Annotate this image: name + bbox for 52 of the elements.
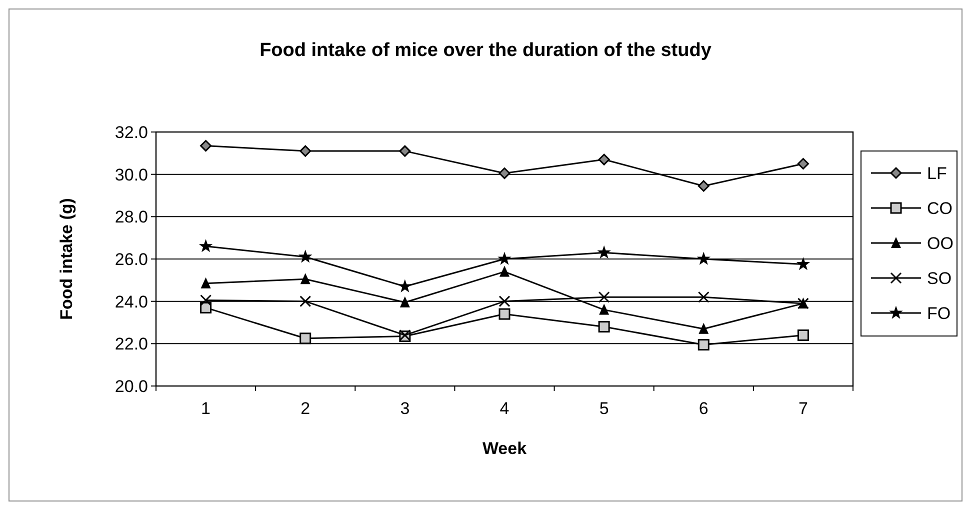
point <box>200 140 212 152</box>
y-tick-label: 26.0 <box>114 250 148 269</box>
y-tick-label: 32.0 <box>114 122 148 142</box>
chart-title: Food intake of mice over the duration of the study <box>260 40 712 61</box>
point <box>797 329 809 341</box>
x-axis-title: Week <box>482 439 528 458</box>
point <box>300 332 312 344</box>
legend-label: FO <box>927 304 951 323</box>
x-tick-label: 1 <box>201 399 211 418</box>
point <box>598 291 610 303</box>
point <box>598 320 610 332</box>
point <box>300 296 312 308</box>
point <box>698 180 710 192</box>
y-tick-label: 22.0 <box>114 334 148 354</box>
legend-label: SO <box>927 268 952 288</box>
point <box>698 252 710 264</box>
legend-label: LF <box>927 164 947 183</box>
point <box>498 168 510 180</box>
point <box>498 252 511 264</box>
point <box>599 304 610 315</box>
point <box>698 338 710 350</box>
point <box>200 277 211 288</box>
x-tick-label: 3 <box>400 399 410 418</box>
x-tick-label: 6 <box>698 399 708 418</box>
point <box>299 250 312 262</box>
x-tick-label: 4 <box>500 399 510 418</box>
x-tick-label: 2 <box>300 399 310 418</box>
point <box>598 246 610 258</box>
point <box>698 291 710 303</box>
point <box>598 154 610 166</box>
x-tick-label: 5 <box>599 399 609 418</box>
point <box>797 158 809 170</box>
point <box>698 322 709 334</box>
point <box>200 240 212 252</box>
point <box>797 258 810 270</box>
point <box>498 308 510 320</box>
point <box>400 296 410 308</box>
y-tick-label: 20.0 <box>114 376 148 396</box>
y-tick-label: 28.0 <box>114 208 148 227</box>
point <box>300 145 312 157</box>
point <box>399 145 411 157</box>
y-tick-label: 30.0 <box>114 165 148 184</box>
point <box>300 273 310 284</box>
point <box>200 294 212 306</box>
point <box>498 296 510 308</box>
y-tick-label: 24.0 <box>114 292 148 312</box>
point <box>500 266 510 277</box>
y-axis-title: Food intake (g) <box>57 198 76 320</box>
x-tick-label: 7 <box>798 399 808 418</box>
point <box>398 280 412 292</box>
legend-label: OO <box>927 234 954 253</box>
legend-label: CO <box>927 198 952 218</box>
